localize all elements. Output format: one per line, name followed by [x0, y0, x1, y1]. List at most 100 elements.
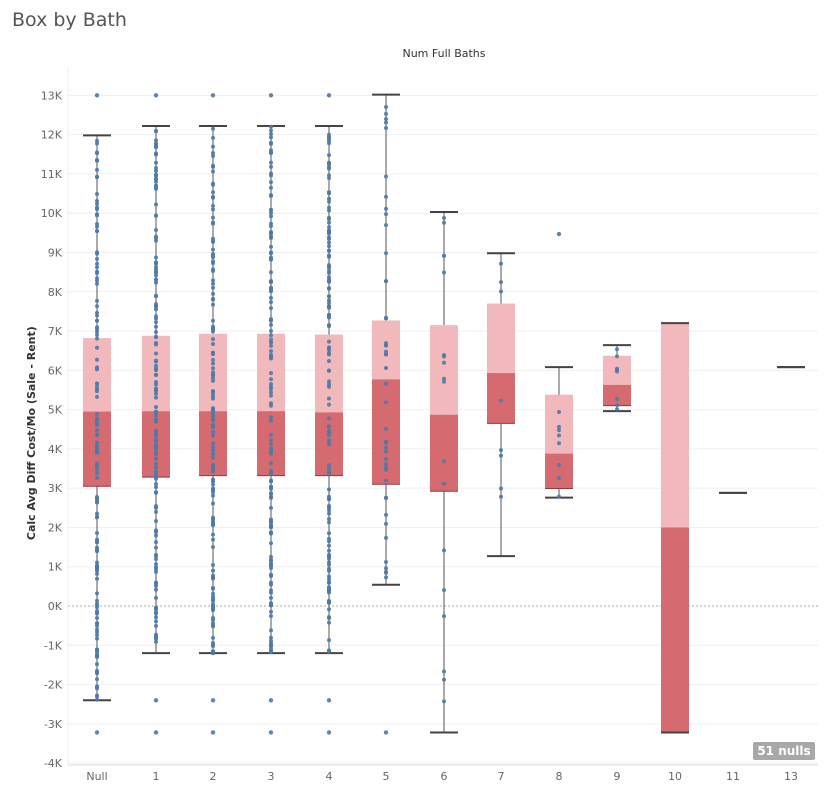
data-point — [95, 560, 99, 565]
data-point — [499, 280, 503, 285]
data-point — [95, 540, 99, 545]
data-point — [327, 279, 331, 284]
data-point — [154, 433, 158, 438]
data-point — [154, 359, 158, 364]
data-point — [269, 171, 273, 176]
data-point — [154, 437, 158, 442]
outlier-point — [210, 698, 216, 703]
data-point — [154, 168, 158, 173]
data-point — [95, 428, 99, 433]
data-point — [384, 535, 388, 540]
data-point — [384, 251, 388, 256]
y-tick-label: 11K — [41, 168, 63, 181]
data-point — [211, 302, 215, 307]
data-point — [154, 557, 158, 562]
data-point — [327, 262, 331, 267]
data-point — [95, 470, 99, 475]
data-point — [327, 487, 331, 492]
data-point — [269, 390, 273, 395]
data-point — [95, 475, 99, 480]
x-tick-label: 6 — [441, 770, 448, 783]
data-point — [269, 343, 273, 348]
data-point — [269, 601, 273, 606]
data-point — [95, 310, 99, 315]
y-tick-label: -1K — [44, 639, 63, 652]
data-point — [154, 529, 158, 534]
data-point — [269, 236, 273, 241]
data-point — [154, 234, 158, 239]
data-point — [211, 376, 215, 381]
data-point — [154, 269, 158, 274]
data-point — [154, 611, 158, 616]
data-point — [95, 329, 99, 334]
data-point — [269, 530, 273, 535]
data-point — [95, 276, 99, 281]
y-tick-label: 7K — [48, 325, 63, 338]
data-point — [327, 568, 331, 573]
data-point — [211, 413, 215, 418]
data-point — [269, 471, 273, 476]
box-3 — [257, 93, 285, 735]
data-point — [154, 474, 158, 479]
data-point — [95, 571, 99, 576]
data-point — [269, 613, 273, 618]
data-point — [327, 580, 331, 585]
y-tick-label: 13K — [41, 89, 63, 102]
data-point — [327, 304, 331, 309]
data-point — [557, 476, 561, 481]
data-point — [154, 410, 158, 415]
data-point — [327, 497, 331, 502]
data-point — [384, 400, 388, 405]
data-point — [211, 203, 215, 208]
data-point — [211, 482, 215, 487]
data-point — [95, 318, 99, 323]
data-point — [327, 190, 331, 195]
data-point — [269, 491, 273, 496]
y-tick-label: 8K — [48, 286, 63, 299]
data-point — [384, 445, 388, 450]
data-point — [154, 330, 158, 335]
data-point — [211, 516, 215, 521]
data-point — [442, 481, 446, 486]
data-point — [269, 541, 273, 546]
x-tick-label: 5 — [383, 770, 390, 783]
data-point — [95, 627, 99, 632]
data-point — [211, 448, 215, 453]
data-point — [269, 377, 273, 382]
data-point — [95, 345, 99, 350]
data-point — [95, 138, 99, 143]
data-point — [95, 464, 99, 469]
data-point — [154, 202, 158, 207]
data-point — [211, 378, 215, 383]
data-point — [95, 419, 99, 424]
data-point — [442, 220, 446, 225]
data-point — [95, 298, 99, 303]
data-point — [269, 643, 273, 648]
data-point — [211, 342, 215, 347]
data-point — [154, 465, 158, 470]
null-count-badge[interactable]: 51 nulls — [753, 742, 815, 760]
data-point — [384, 449, 388, 454]
data-point — [327, 208, 331, 213]
data-point — [499, 261, 503, 266]
data-point — [384, 223, 388, 228]
data-point — [269, 140, 273, 145]
data-point — [211, 278, 215, 283]
data-point — [384, 440, 388, 445]
data-point — [384, 366, 388, 371]
data-point — [269, 160, 273, 165]
outlier-point — [268, 730, 274, 735]
box-7 — [487, 252, 515, 558]
data-point — [615, 347, 619, 352]
chart-title: Box by Bath — [12, 9, 127, 31]
data-point — [154, 324, 158, 329]
outlier-point — [326, 93, 332, 98]
data-point — [211, 462, 215, 467]
lower-box — [487, 373, 515, 424]
data-point — [95, 261, 99, 266]
data-point — [557, 433, 561, 438]
data-point — [269, 124, 273, 129]
data-point — [327, 220, 331, 225]
data-point — [327, 649, 331, 654]
outlier-point — [326, 730, 332, 735]
